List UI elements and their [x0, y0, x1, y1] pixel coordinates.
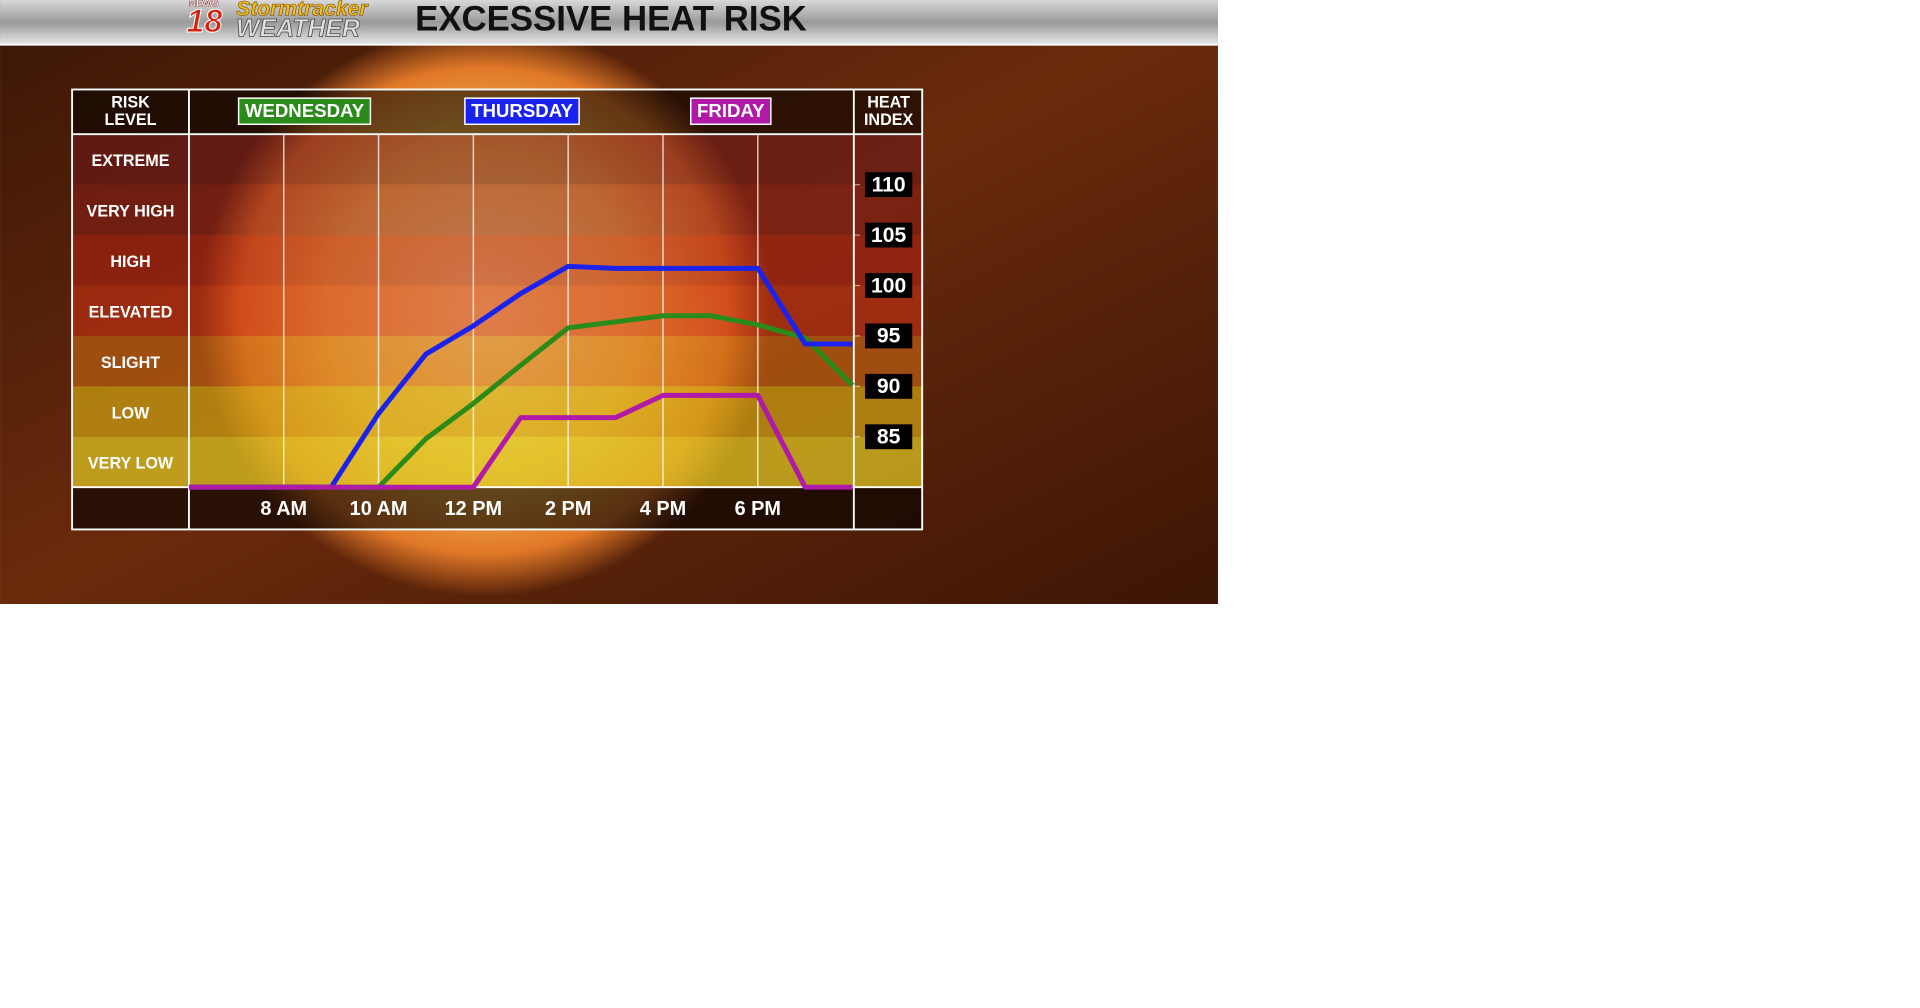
legend-box: [690, 97, 772, 126]
y-tick-box: [865, 373, 913, 399]
y-tick-label: 105: [871, 224, 906, 247]
risk-level-label: LOW: [112, 404, 150, 422]
title-bar: [0, 0, 1218, 45]
risk-band: [72, 134, 923, 185]
heat-risk-graphic: NEWS 18 Stormtracker WEATHER EXCESSIVE H…: [0, 0, 1218, 604]
logo-brand: Stormtracker: [236, 0, 369, 21]
legend-label: WEDNESDAY: [245, 100, 365, 121]
right-header: INDEX: [864, 111, 914, 129]
right-header: HEAT: [867, 93, 910, 111]
risk-level-label: SLIGHT: [101, 354, 160, 372]
logo-network: NEWS: [189, 0, 219, 9]
risk-level-label: HIGH: [110, 253, 150, 271]
risk-level-label: VERY HIGH: [87, 203, 175, 221]
x-tick-label: 2 PM: [545, 498, 591, 520]
risk-level-label: VERY LOW: [88, 455, 174, 473]
x-tick-label: 6 PM: [735, 498, 781, 520]
x-tick-label: 12 PM: [445, 498, 502, 520]
series-line: [188, 392, 853, 490]
x-tick-label: 4 PM: [640, 498, 686, 520]
risk-band: [72, 235, 923, 286]
y-tick-label: 85: [877, 426, 901, 449]
y-tick-box: [865, 424, 913, 450]
risk-level-label: ELEVATED: [89, 303, 173, 321]
risk-band: [72, 436, 923, 488]
frame-outline: [71, 88, 924, 531]
risk-level-label: EXTREME: [92, 152, 170, 170]
x-tick-label: 8 AM: [260, 498, 307, 520]
left-header: LEVEL: [105, 111, 157, 129]
risk-band: [72, 386, 923, 437]
left-header: RISK: [111, 93, 150, 111]
risk-band: [72, 184, 923, 236]
logo-channel: 18: [186, 3, 222, 39]
y-tick-label: 95: [877, 325, 901, 348]
y-tick-label: 110: [872, 173, 906, 196]
y-tick-box: [865, 172, 913, 198]
y-tick-box: [865, 273, 913, 298]
y-tick-box: [865, 222, 913, 248]
legend-label: FRIDAY: [697, 100, 765, 121]
legend-box: [464, 97, 580, 126]
chart-title: EXCESSIVE HEAT RISK: [415, 0, 807, 38]
logo-brand-sub: WEATHER: [236, 15, 360, 42]
legend-box: [237, 97, 372, 126]
footer-row: [72, 487, 923, 530]
x-tick-label: 10 AM: [350, 498, 408, 520]
y-tick-label: 90: [877, 375, 900, 398]
risk-band: [72, 335, 923, 387]
y-tick-label: 100: [871, 274, 906, 297]
legend-label: THURSDAY: [471, 100, 573, 121]
risk-bands: [72, 134, 923, 488]
y-tick-box: [865, 323, 913, 349]
